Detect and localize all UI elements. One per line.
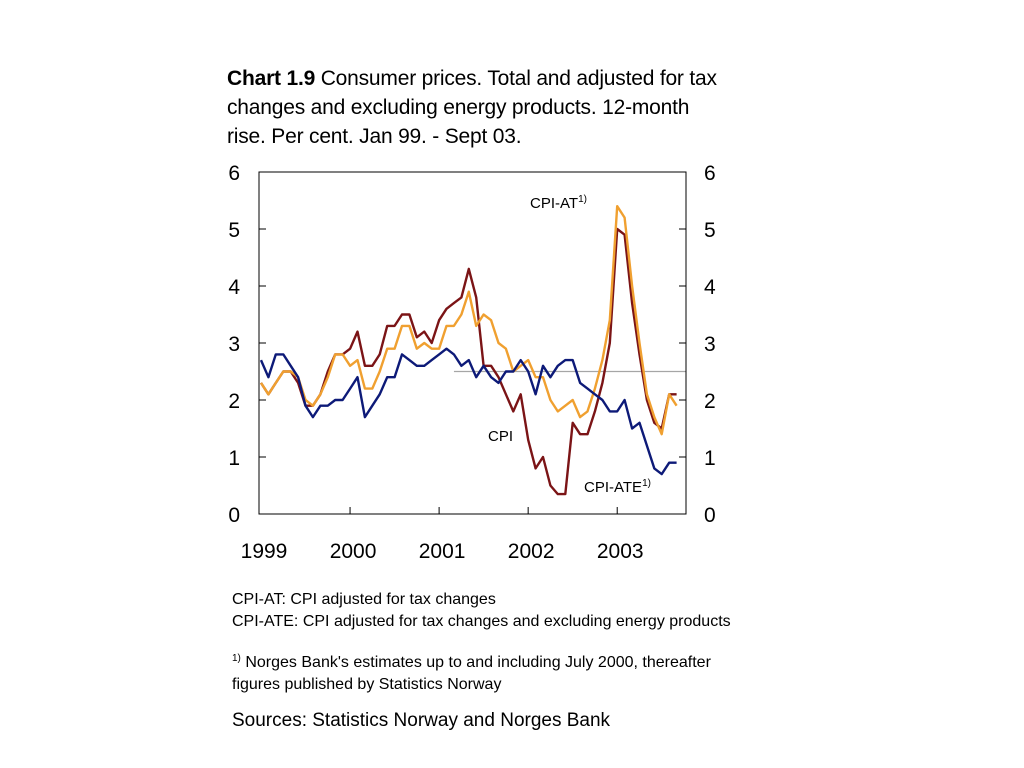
- x-tick-label: 2002: [508, 540, 555, 563]
- x-tick-label: 1999: [241, 540, 288, 563]
- y-tick-label-right: 3: [704, 333, 716, 356]
- x-tick-label: 2000: [330, 540, 377, 563]
- definition-cpi-ate: CPI-ATE: CPI adjusted for tax changes an…: [232, 613, 731, 630]
- sources-note: Sources: Statistics Norway and Norges Ba…: [232, 710, 611, 731]
- series-label-cpi-ate: CPI-ATE1): [584, 478, 651, 496]
- series-label-cpi: CPI: [488, 428, 513, 445]
- plot-frame: [258, 171, 687, 515]
- y-tick-label-right: 4: [704, 276, 716, 299]
- series-label-cpi-at: CPI-AT1): [530, 194, 587, 212]
- x-tick-label: 2003: [597, 540, 644, 563]
- footnote-text: Norges Bank's estimates up to and includ…: [232, 654, 711, 693]
- footnote-mark: 1): [232, 653, 241, 664]
- y-tick-label-right: 1: [704, 447, 716, 470]
- series-definitions: CPI-AT: CPI adjusted for tax changes CPI…: [232, 589, 792, 633]
- y-tick-label-left: 6: [228, 162, 240, 185]
- x-tick-label: 2001: [419, 540, 466, 563]
- y-tick-label-left: 4: [228, 276, 240, 299]
- chart-number: Chart 1.9: [227, 67, 316, 90]
- y-tick-label-right: 6: [704, 162, 716, 185]
- definition-cpi-at: CPI-AT: CPI adjusted for tax changes: [232, 591, 496, 608]
- y-tick-label-right: 5: [704, 219, 716, 242]
- y-tick-label-right: 0: [704, 504, 716, 527]
- y-tick-label-left: 1: [228, 447, 240, 470]
- series-line-cpi-at: [259, 204, 678, 436]
- y-tick-label-left: 5: [228, 219, 240, 242]
- y-tick-label-left: 2: [228, 390, 240, 413]
- y-tick-label-left: 3: [228, 333, 240, 356]
- y-tick-label-right: 2: [704, 390, 716, 413]
- chart-title-text: Consumer prices. Total and adjusted for …: [227, 67, 717, 148]
- footnote: 1) Norges Bank's estimates up to and inc…: [232, 648, 752, 696]
- series-line-cpi-ate: [259, 347, 677, 476]
- y-tick-label-left: 0: [228, 504, 240, 527]
- chart-title: Chart 1.9 Consumer prices. Total and adj…: [227, 64, 717, 151]
